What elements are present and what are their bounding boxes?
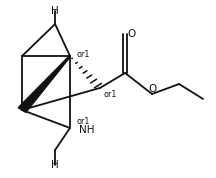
Text: or1: or1 (103, 90, 117, 99)
Text: H: H (51, 6, 59, 16)
Text: H: H (51, 160, 59, 170)
Text: NH: NH (79, 125, 95, 135)
Text: or1: or1 (76, 50, 89, 59)
Polygon shape (18, 56, 70, 112)
Text: or1: or1 (76, 117, 89, 126)
Text: O: O (148, 84, 156, 94)
Text: O: O (127, 29, 136, 39)
